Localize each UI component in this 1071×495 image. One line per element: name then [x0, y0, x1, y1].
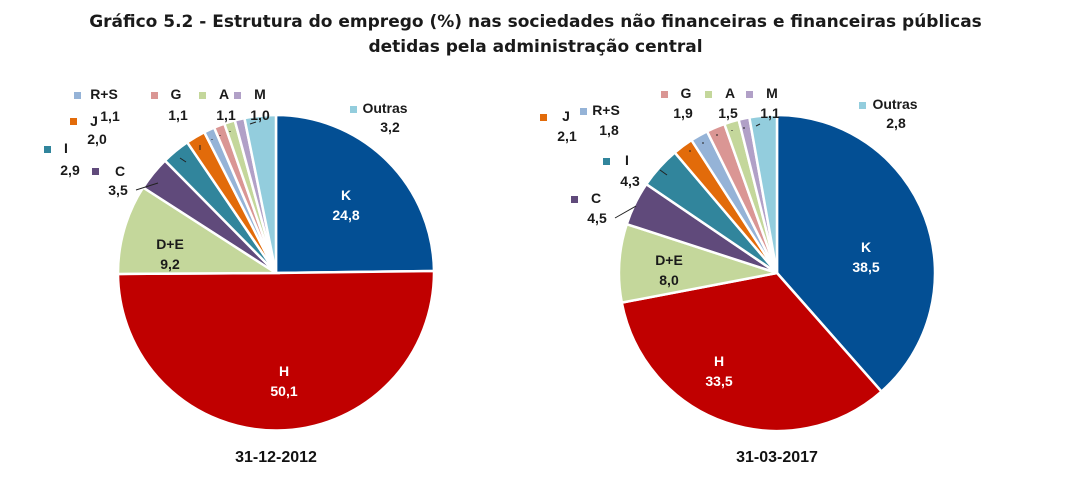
leader-line-i: [659, 169, 668, 176]
slice-value-h: 33,5: [705, 373, 732, 389]
slice-value-i: 2,9: [60, 162, 80, 178]
slice-value-m: 1,1: [760, 105, 780, 121]
slice-label-a: A: [219, 86, 229, 102]
slice-label-m: M: [254, 86, 266, 102]
legend-marker-outras: [350, 106, 357, 113]
leader-line-outras: [755, 123, 761, 127]
slice-label-c: C: [591, 190, 601, 206]
legend-marker-i: [44, 146, 51, 153]
legend-marker-i: [603, 158, 610, 165]
slice-label-k: K: [861, 239, 871, 255]
slice-label-d-plus-e: D+E: [156, 236, 184, 252]
legend-marker-a: [199, 92, 206, 99]
pie-slice-k: [274, 113, 436, 275]
legend-marker-m: [234, 92, 241, 99]
slice-value-a: 1,1: [216, 107, 236, 123]
slice-label-g: G: [681, 85, 692, 101]
slice-value-d-plus-e: 9,2: [160, 256, 180, 272]
pie-slice-outras: [747, 113, 779, 274]
slice-label-h: H: [714, 353, 724, 369]
legend-marker-g: [661, 91, 668, 98]
slice-label-j: J: [90, 113, 98, 129]
legend-marker-outras: [859, 102, 866, 109]
chart-title-line-2: detidas pela administração central: [368, 37, 703, 57]
slice-value-m: 1,0: [250, 107, 270, 123]
slice-label-i: I: [625, 152, 629, 168]
legend-marker-a: [705, 91, 712, 98]
slice-value-outras: 2,8: [886, 115, 906, 131]
legend-marker-r-plus-s: [74, 92, 81, 99]
slice-value-j: 2,0: [87, 131, 107, 147]
chart-title-line-1: Gráfico 5.2 - Estrutura do emprego (%) n…: [89, 12, 982, 32]
slice-label-m: M: [766, 85, 778, 101]
slice-value-g: 1,9: [673, 105, 693, 121]
slice-value-a: 1,5: [718, 105, 738, 121]
slice-value-h: 50,1: [270, 383, 297, 399]
pie-chart-2: K 38,5 H 33,5 D+E 8,0 C 4,5 I 4,3 J 2,1 R+S 1,8 G 1,9 A 1…: [540, 85, 937, 466]
slice-label-outras: Outras: [362, 100, 407, 116]
slice-label-r-plus-s: R+S: [90, 86, 118, 102]
legend-marker-c: [92, 168, 99, 175]
slice-value-d-plus-e: 8,0: [659, 272, 679, 288]
slice-value-i: 4,3: [620, 173, 640, 189]
slice-value-j: 2,1: [557, 128, 577, 144]
pie-slice-h: [620, 271, 884, 433]
slice-value-outras: 3,2: [380, 119, 400, 135]
pie-caption-2: 31-03-2017: [736, 449, 818, 466]
legend-marker-m: [746, 91, 753, 98]
slice-value-c: 3,5: [108, 182, 128, 198]
slice-label-g: G: [171, 86, 182, 102]
slice-label-h: H: [279, 363, 289, 379]
pie-chart-1: K 24,8 H 50,1 D+E 9,2 C 3,5 I 2,9 J 2,0 R+S 1,1 G 1,1 A 1…: [44, 86, 436, 466]
pie-caption-1: 31-12-2012: [235, 449, 317, 466]
slice-value-k: 24,8: [332, 207, 359, 223]
leader-line-i: [179, 157, 187, 163]
slice-value-r-plus-s: 1,8: [599, 122, 619, 138]
slice-value-r-plus-s: 1,1: [100, 108, 120, 124]
pie-slice-d-plus-e: [116, 185, 281, 276]
slice-label-j: J: [562, 108, 570, 124]
pie-slice-h: [116, 269, 436, 432]
slice-label-r-plus-s: R+S: [592, 102, 620, 118]
pie-slice-k: [775, 113, 937, 394]
slice-label-i: I: [64, 140, 68, 156]
legend-marker-j: [540, 114, 547, 121]
slice-label-outras: Outras: [872, 96, 917, 112]
legend-marker-r-plus-s: [580, 108, 587, 115]
legend-marker-c: [571, 196, 578, 203]
legend-marker-g: [151, 92, 158, 99]
slice-label-k: K: [341, 187, 351, 203]
slice-label-d-plus-e: D+E: [655, 252, 683, 268]
slice-label-a: A: [725, 85, 735, 101]
slice-value-k: 38,5: [852, 259, 879, 275]
leader-line-c: [614, 205, 637, 219]
pie-slice-outras: [242, 113, 278, 274]
legend-marker-j: [70, 118, 77, 125]
chart-title: Gráfico 5.2 - Estrutura do emprego (%) n…: [0, 10, 1071, 60]
leader-line-outras: [249, 121, 257, 125]
leader-line-c: [135, 182, 159, 191]
slice-value-g: 1,1: [168, 107, 188, 123]
slice-value-c: 4,5: [587, 210, 607, 226]
slice-label-c: C: [115, 163, 125, 179]
